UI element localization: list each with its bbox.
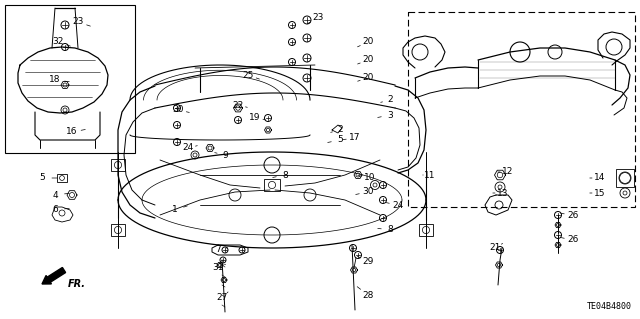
Bar bbox=[264, 179, 280, 191]
Text: 29: 29 bbox=[362, 257, 374, 266]
Text: 5: 5 bbox=[337, 136, 343, 145]
Text: 12: 12 bbox=[502, 167, 514, 176]
Text: 22: 22 bbox=[232, 100, 244, 109]
Text: 24: 24 bbox=[392, 201, 404, 210]
Text: FR.: FR. bbox=[68, 279, 86, 289]
Text: 25: 25 bbox=[243, 70, 253, 79]
Text: 26: 26 bbox=[567, 235, 579, 244]
Text: 26: 26 bbox=[567, 211, 579, 219]
Bar bbox=[5, 5, 135, 153]
Text: 2: 2 bbox=[337, 125, 343, 135]
Text: 11: 11 bbox=[424, 170, 436, 180]
Text: 5: 5 bbox=[39, 174, 45, 182]
Text: 18: 18 bbox=[49, 76, 61, 85]
Text: 23: 23 bbox=[72, 18, 84, 26]
Text: 23: 23 bbox=[312, 13, 324, 23]
Text: 1: 1 bbox=[172, 205, 178, 214]
Text: TE04B4800: TE04B4800 bbox=[587, 302, 632, 311]
Text: 20: 20 bbox=[362, 56, 374, 64]
Text: 30: 30 bbox=[362, 188, 374, 197]
FancyArrow shape bbox=[42, 267, 66, 284]
Bar bbox=[111, 159, 125, 171]
Text: 14: 14 bbox=[595, 174, 605, 182]
Text: 9: 9 bbox=[222, 151, 228, 160]
Bar bbox=[57, 174, 67, 182]
Text: 28: 28 bbox=[362, 291, 374, 300]
Bar bbox=[111, 224, 125, 236]
Text: 20: 20 bbox=[362, 73, 374, 83]
Text: 17: 17 bbox=[349, 133, 361, 143]
Bar bbox=[408, 12, 635, 207]
Bar bbox=[616, 169, 634, 187]
Text: 10: 10 bbox=[364, 174, 376, 182]
Text: 24: 24 bbox=[182, 144, 194, 152]
Text: 20: 20 bbox=[362, 38, 374, 47]
Text: 19: 19 bbox=[249, 114, 260, 122]
Text: 32: 32 bbox=[52, 38, 64, 47]
Text: 31: 31 bbox=[212, 263, 224, 272]
Text: 8: 8 bbox=[387, 226, 393, 234]
Text: 13: 13 bbox=[497, 189, 509, 197]
Text: 3: 3 bbox=[387, 110, 393, 120]
Text: 16: 16 bbox=[67, 128, 77, 137]
Text: 30: 30 bbox=[172, 106, 184, 115]
Bar bbox=[419, 224, 433, 236]
Text: 15: 15 bbox=[595, 189, 605, 197]
Text: 4: 4 bbox=[52, 190, 58, 199]
Text: 21: 21 bbox=[490, 243, 500, 253]
Text: 8: 8 bbox=[282, 170, 288, 180]
Text: 7: 7 bbox=[215, 246, 221, 255]
Bar bbox=[419, 159, 433, 171]
Text: 2: 2 bbox=[387, 95, 393, 105]
Text: 27: 27 bbox=[216, 293, 228, 302]
Text: 6: 6 bbox=[52, 205, 58, 214]
